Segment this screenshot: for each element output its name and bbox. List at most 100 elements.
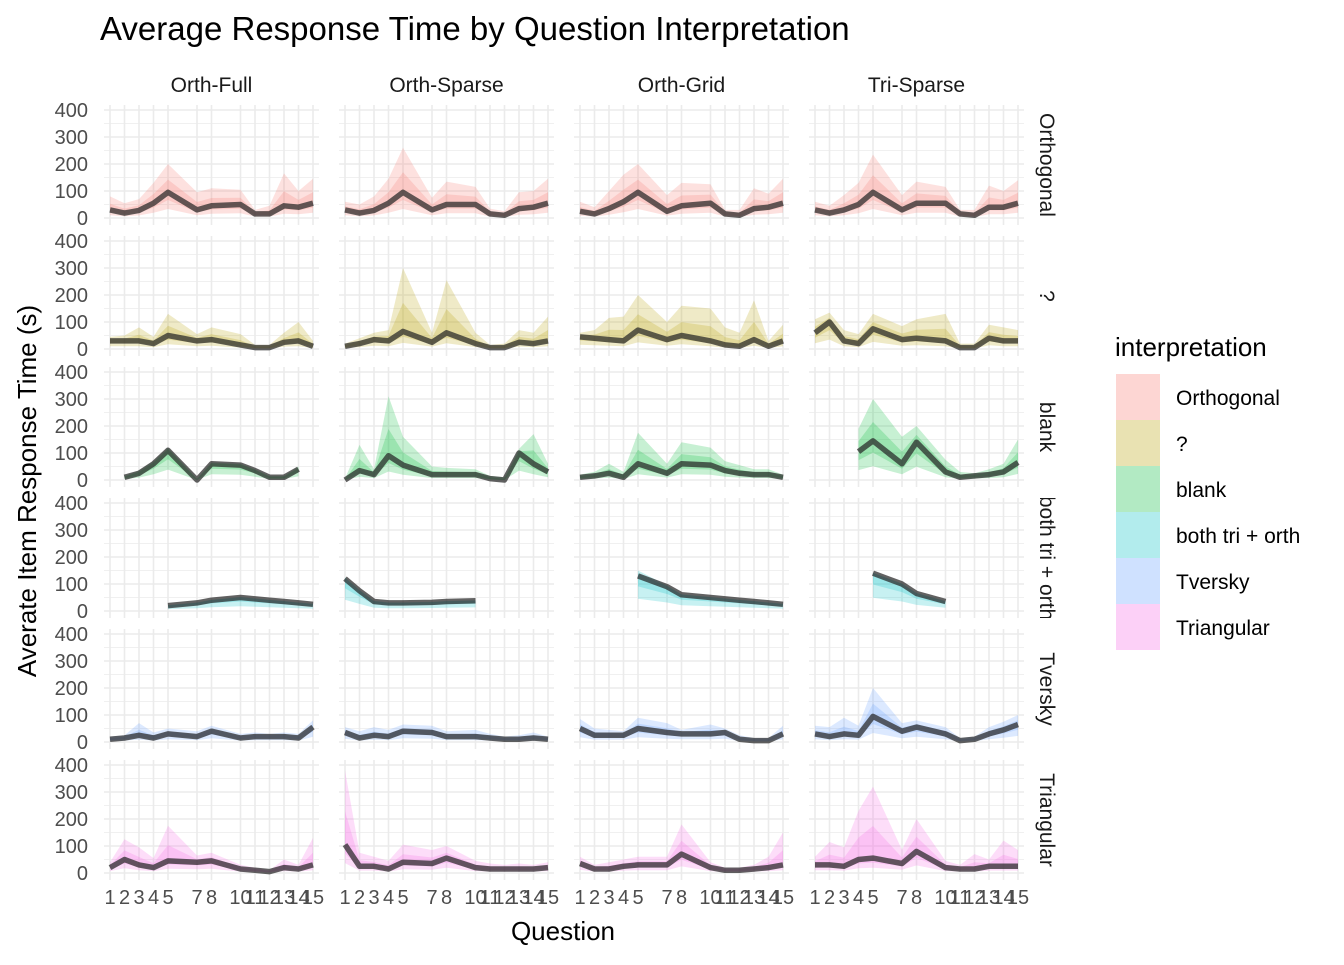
legend-key [1116,374,1160,420]
facet-panel [574,367,789,487]
x-tick-label: 3 [603,887,614,909]
x-tick-label: 2 [354,887,365,909]
range-band-inner [580,179,783,217]
x-tick-label: 11 [480,887,501,909]
mean-line [343,450,550,483]
x-tick-label: 1 [574,887,585,909]
legend-key [1116,466,1160,512]
mean-line [344,328,549,351]
mean-line [579,327,784,350]
column-strip-label: Orth-Full [171,74,253,97]
facet-panel [339,105,554,225]
y-tick-label: 100 [55,574,88,596]
x-tick-label: 10 [464,887,486,909]
x-tick-label: 3 [133,887,144,909]
facet-panel [104,236,319,356]
x-tick-label: 5 [632,887,643,909]
x-tick-label: 11 [950,887,971,909]
legend-key [1116,558,1160,604]
mean-line [109,724,315,743]
facet-panel [339,367,554,487]
mean-line [123,447,300,483]
x-tick-label: 8 [911,887,922,909]
mean-line [108,856,314,875]
y-tick-label: 0 [77,601,88,623]
facet-panel [339,236,554,356]
facet-panel [809,105,1024,225]
x-tick-label: 1 [339,887,350,909]
column-strip-label: Orth-Sparse [389,74,503,97]
y-tick-label: 400 [55,231,88,253]
legend-key [1116,420,1160,466]
mean-line [578,725,785,744]
mean-line [109,189,314,217]
x-tick-label: 7 [661,887,672,909]
legend-label: both tri + orth [1176,525,1300,548]
x-tick-label: 13 [508,887,530,909]
x-tick-label: 10 [934,887,956,909]
y-tick-label: 100 [55,836,88,858]
mean-line [344,189,549,219]
y-tick-label: 400 [55,755,88,777]
facet-panel [104,498,319,618]
facet-panel [339,498,554,618]
x-tick-label: 1 [104,887,115,909]
x-tick-label: 10 [699,887,721,909]
facet-panel [104,367,319,487]
facet-panel [809,629,1024,749]
y-tick-label: 300 [55,520,88,542]
y-tick-label: 0 [77,732,88,754]
facet-panel [574,498,789,618]
x-tick-label: 7 [191,887,202,909]
range-band [345,577,476,609]
range-band [815,786,1018,872]
legend-label: ? [1176,433,1188,456]
facet-panel [339,629,554,749]
y-tick-label: 400 [55,624,88,646]
y-tick-label: 200 [55,416,88,438]
mean-line [342,843,549,872]
range-band [345,268,548,349]
y-tick-label: 200 [55,154,88,176]
x-tick-label: 2 [824,887,835,909]
legend-key [1116,604,1160,650]
x-tick-label: 14 [757,887,779,909]
y-tick-label: 0 [77,339,88,361]
range-band-inner [815,317,1018,349]
range-band-inner [345,429,548,480]
mean-line [856,438,1020,481]
x-tick-label: 7 [426,887,437,909]
x-tick-label: 12 [728,887,750,909]
mean-line [344,728,549,743]
range-band [638,570,783,609]
y-tick-label: 400 [55,362,88,384]
x-tick-label: 14 [992,887,1014,909]
y-tick-label: 300 [55,389,88,411]
mean-line [813,319,1018,351]
y-tick-label: 100 [55,705,88,727]
range-band [580,824,783,873]
facet-panel [809,367,1024,487]
x-tick-label: 14 [287,887,309,909]
y-tick-label: 100 [55,181,88,203]
range-band [110,164,313,217]
facet-panel [104,629,319,749]
mean-line [167,594,314,609]
x-tick-label: 11 [245,887,266,909]
x-tick-label: 15 [1007,887,1029,909]
y-tick-label: 0 [77,470,88,492]
facet-panel [809,760,1024,880]
legend-key [1116,512,1160,558]
chart-title: Average Response Time by Question Interp… [100,10,850,47]
x-tick-label: 5 [867,887,878,909]
legend-label: blank [1176,479,1227,502]
y-tick-label: 400 [55,100,88,122]
x-tick-label: 2 [119,887,130,909]
y-tick-label: 100 [55,443,88,465]
x-tick-label: 11 [715,887,736,909]
mean-line [579,461,784,481]
column-strip-label: Orth-Grid [638,74,726,97]
range-band-inner [345,172,548,217]
